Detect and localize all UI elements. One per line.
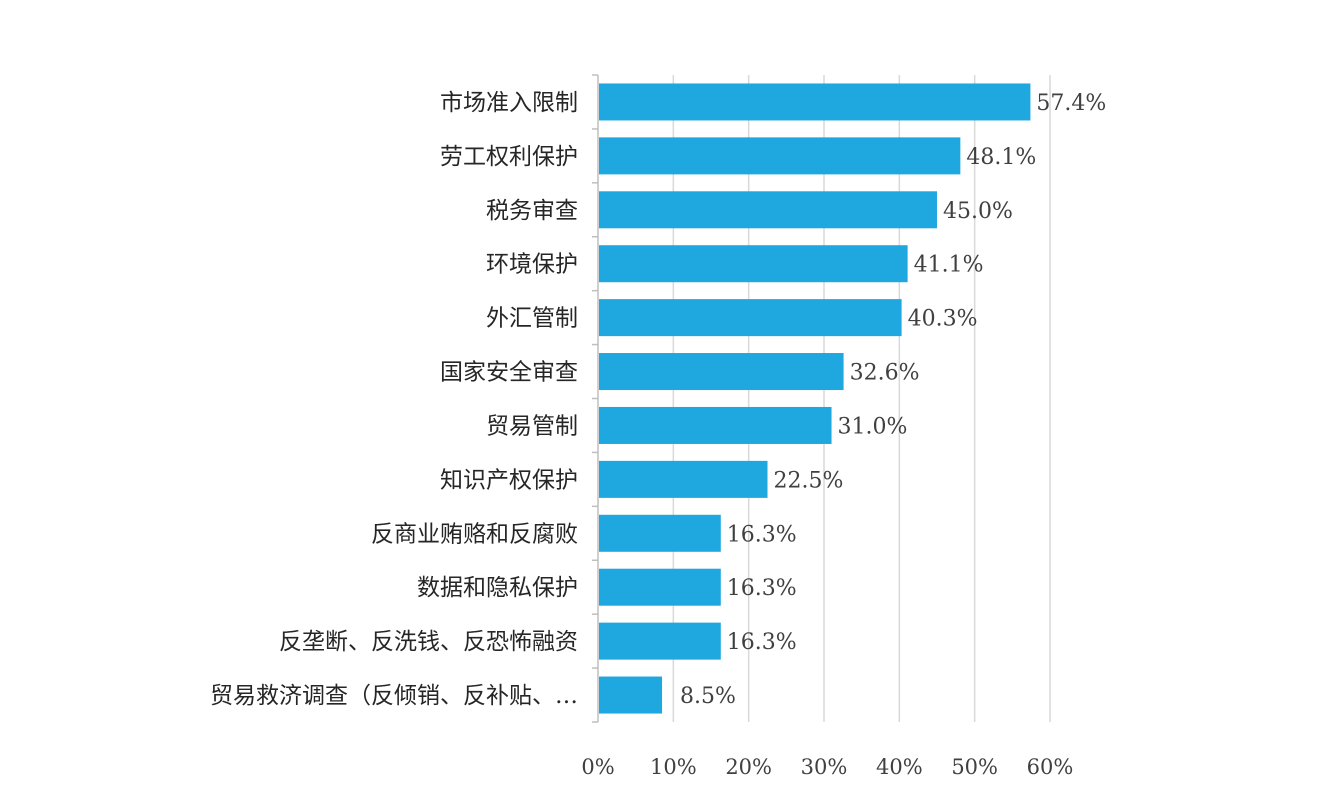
bar xyxy=(599,245,908,283)
category-label: 市场准入限制 xyxy=(440,90,578,116)
x-tick-label: 40% xyxy=(876,755,923,779)
category-label: 贸易管制 xyxy=(486,413,578,439)
data-label: 8.5% xyxy=(680,684,736,709)
category-label: 反商业贿赂和反腐败 xyxy=(371,521,578,547)
bars xyxy=(599,83,1031,714)
category-label: 外汇管制 xyxy=(486,306,578,332)
category-label: 环境保护 xyxy=(486,252,578,278)
x-tick-label: 30% xyxy=(801,755,848,779)
bar xyxy=(599,406,832,444)
labels: 0% 10% 20% 30% 40% 50% 60% 市场准入限制 57.4% 劳工权利保护 48.… xyxy=(210,90,1106,779)
category-label: 数据和隐私保护 xyxy=(417,575,578,601)
data-label: 41.1% xyxy=(914,253,984,278)
data-label: 57.4% xyxy=(1036,91,1106,116)
x-tick-label: 60% xyxy=(1027,755,1074,779)
gridlines xyxy=(672,75,1051,722)
data-label: 22.5% xyxy=(774,468,844,493)
axes xyxy=(592,74,599,723)
bar xyxy=(599,137,961,175)
data-label: 16.3% xyxy=(727,576,797,601)
category-label: 知识产权保护 xyxy=(440,467,578,493)
bar xyxy=(599,83,1031,121)
category-label: 税务审查 xyxy=(486,198,578,224)
bar xyxy=(599,460,768,498)
x-tick-label: 0% xyxy=(581,755,614,779)
data-label: 16.3% xyxy=(727,630,797,655)
bar xyxy=(599,514,721,552)
data-label: 40.3% xyxy=(908,307,978,332)
bar xyxy=(599,568,721,606)
data-label: 48.1% xyxy=(966,145,1036,170)
bar xyxy=(599,191,937,229)
data-label: 16.3% xyxy=(727,522,797,547)
category-label: 贸易救济调查（反倾销、反补贴、… xyxy=(210,683,578,709)
bar xyxy=(599,676,663,714)
x-tick-label: 10% xyxy=(650,755,697,779)
category-label: 国家安全审查 xyxy=(440,360,578,386)
category-label: 劳工权利保护 xyxy=(440,144,578,170)
bar xyxy=(599,299,902,337)
bar xyxy=(599,622,721,660)
x-tick-label: 50% xyxy=(951,755,998,779)
category-label: 反垄断、反洗钱、反恐怖融资 xyxy=(279,629,578,655)
data-label: 45.0% xyxy=(943,199,1013,224)
x-tick-label: 20% xyxy=(725,755,772,779)
data-label: 31.0% xyxy=(838,414,908,439)
bar xyxy=(599,353,844,391)
data-label: 32.6% xyxy=(850,361,920,386)
